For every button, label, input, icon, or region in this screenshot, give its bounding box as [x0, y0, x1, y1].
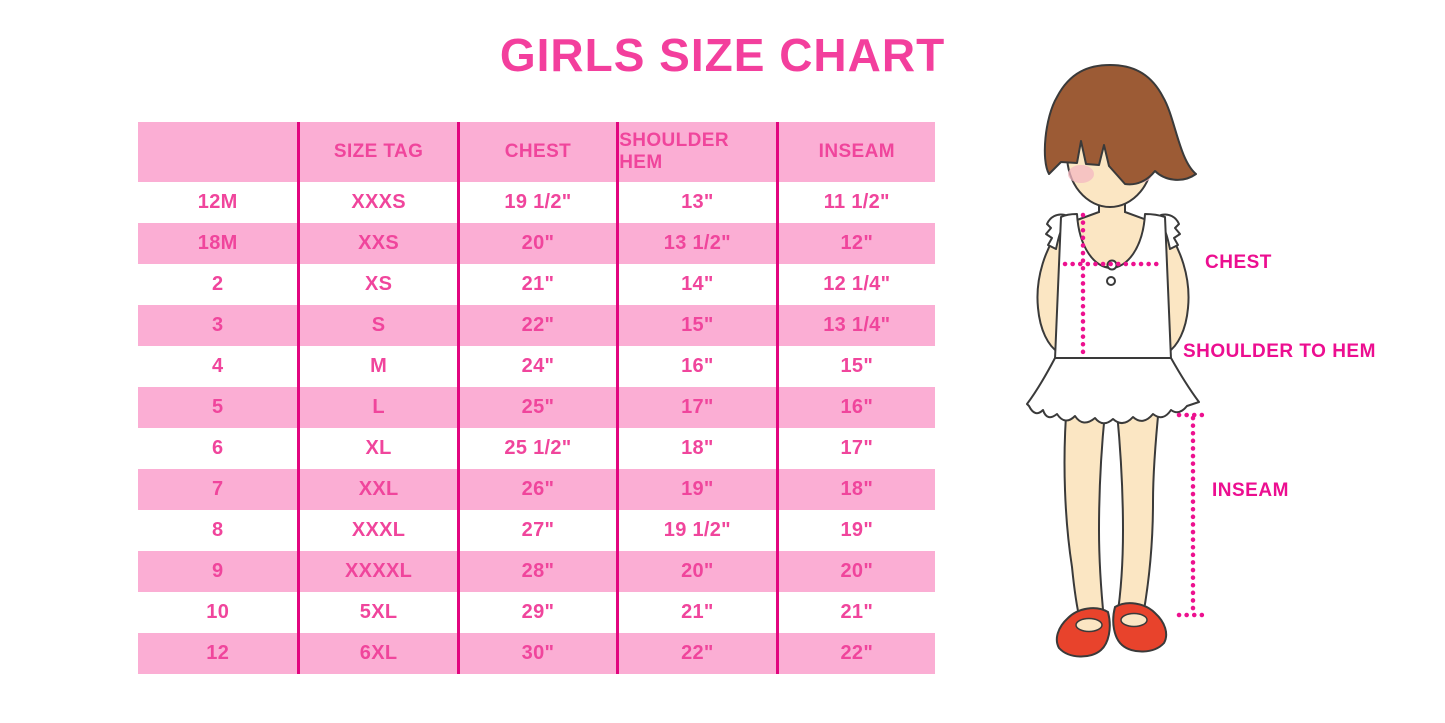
- cell-inseam: 22": [775, 633, 935, 674]
- cell-inseam: 12 1/4": [775, 264, 935, 305]
- cell-size: 5: [211, 396, 224, 418]
- cell-chest: 25": [456, 387, 616, 428]
- cell-inseam: 21": [775, 592, 935, 633]
- cell-chest: 24": [456, 346, 616, 387]
- table-row: 12 6XL 30" 22" 22": [138, 633, 935, 674]
- cell-size: 8: [211, 519, 224, 541]
- header-cell-blank: [138, 122, 297, 182]
- table-row: 8 XXXL 27" 19 1/2" 19": [138, 510, 935, 551]
- cell-inseam: 11 1/2": [775, 182, 935, 223]
- header-cell-shoulder-hem: SHOULDER HEM: [616, 122, 775, 182]
- shoulder-to-hem-label: SHOULDER TO HEM: [1183, 341, 1376, 362]
- girl-hair: [1043, 64, 1197, 186]
- cell-shoulder-hem: 22": [616, 633, 775, 674]
- girl-right-shoe: [1112, 602, 1168, 653]
- cell-chest: 28": [456, 551, 616, 592]
- cell-size: 3: [211, 314, 224, 336]
- cell-size: 18M: [197, 232, 238, 254]
- cell-chest: 19 1/2": [456, 182, 616, 223]
- cell-shoulder-hem: 17": [616, 387, 775, 428]
- cell-size-tag: L: [297, 387, 456, 428]
- cell-inseam: 18": [775, 469, 935, 510]
- table-row: 12M XXXS 19 1/2" 13" 11 1/2": [138, 182, 935, 223]
- cell-inseam: 20": [775, 551, 935, 592]
- page-title: GIRLS SIZE CHART: [499, 29, 946, 81]
- table-row: 5 L 25" 17" 16": [138, 387, 935, 428]
- cell-size-tag: XXS: [297, 223, 456, 264]
- cell-size-tag: XXXXL: [297, 551, 456, 592]
- cell-inseam: 19": [775, 510, 935, 551]
- cell-size: 10: [206, 601, 230, 623]
- cell-chest: 30": [456, 633, 616, 674]
- cell-inseam: 13 1/4": [775, 305, 935, 346]
- cell-size: 12: [206, 642, 230, 664]
- cell-inseam: 16": [775, 387, 935, 428]
- cell-size-tag: 6XL: [297, 633, 456, 674]
- header-cell-size-tag: SIZE TAG: [297, 122, 456, 182]
- cell-chest: 22": [456, 305, 616, 346]
- girl-skirt: [1026, 357, 1200, 425]
- girl-left-shoe: [1055, 607, 1111, 658]
- girl-left-leg: [1063, 400, 1107, 621]
- cell-size-tag: S: [297, 305, 456, 346]
- cell-size-tag: XL: [297, 428, 456, 469]
- cell-chest: 29": [456, 592, 616, 633]
- cell-shoulder-hem: 18": [616, 428, 775, 469]
- cell-shoulder-hem: 13": [616, 182, 775, 223]
- size-chart-table: SIZE TAG CHEST SHOULDER HEM INSEAM 12M X…: [138, 122, 935, 674]
- cell-size-tag: M: [297, 346, 456, 387]
- table-row: 9 XXXXL 28" 20" 20": [138, 551, 935, 592]
- table-row: 6 XL 25 1/2" 18" 17": [138, 428, 935, 469]
- girl-illustration: [1026, 64, 1210, 658]
- table-row: 10 5XL 29" 21" 21": [138, 592, 935, 633]
- cell-size: 2: [211, 273, 224, 295]
- cell-size: 7: [211, 478, 224, 500]
- cell-size-tag: XXXS: [297, 182, 456, 223]
- cell-shoulder-hem: 21": [616, 592, 775, 633]
- chest-label: CHEST: [1205, 252, 1272, 273]
- cell-size-tag: XS: [297, 264, 456, 305]
- table-header-row: SIZE TAG CHEST SHOULDER HEM INSEAM: [138, 122, 935, 182]
- table-row: 7 XXL 26" 19" 18": [138, 469, 935, 510]
- cell-size-tag: XXL: [297, 469, 456, 510]
- table-row: 2 XS 21" 14" 12 1/4": [138, 264, 935, 305]
- cell-inseam: 12": [775, 223, 935, 264]
- cell-chest: 20": [456, 223, 616, 264]
- cell-shoulder-hem: 19 1/2": [616, 510, 775, 551]
- cell-shoulder-hem: 16": [616, 346, 775, 387]
- cell-inseam: 15": [775, 346, 935, 387]
- cell-shoulder-hem: 19": [616, 469, 775, 510]
- cell-shoulder-hem: 20": [616, 551, 775, 592]
- girl-right-leg: [1115, 404, 1161, 620]
- cell-size: 9: [211, 560, 224, 582]
- cell-size: 4: [211, 355, 224, 377]
- girl-left-shoe-opening: [1075, 617, 1103, 633]
- header-cell-inseam: INSEAM: [775, 122, 935, 182]
- girl-button-bottom: [1106, 276, 1116, 286]
- table-row: 4 M 24" 16" 15": [138, 346, 935, 387]
- girl-blush-left: [1068, 165, 1094, 183]
- cell-size: 6: [211, 437, 224, 459]
- header-cell-chest: CHEST: [456, 122, 616, 182]
- table-row: 3 S 22" 15" 13 1/4": [138, 305, 935, 346]
- cell-chest: 21": [456, 264, 616, 305]
- cell-shoulder-hem: 13 1/2": [616, 223, 775, 264]
- girl-right-shoe-opening: [1120, 612, 1148, 628]
- cell-chest: 25 1/2": [456, 428, 616, 469]
- cell-inseam: 17": [775, 428, 935, 469]
- cell-size-tag: XXXL: [297, 510, 456, 551]
- table-row: 18M XXS 20" 13 1/2" 12": [138, 223, 935, 264]
- cell-size-tag: 5XL: [297, 592, 456, 633]
- cell-chest: 26": [456, 469, 616, 510]
- cell-chest: 27": [456, 510, 616, 551]
- cell-size: 12M: [197, 191, 238, 213]
- inseam-label: INSEAM: [1212, 480, 1289, 501]
- cell-shoulder-hem: 15": [616, 305, 775, 346]
- cell-shoulder-hem: 14": [616, 264, 775, 305]
